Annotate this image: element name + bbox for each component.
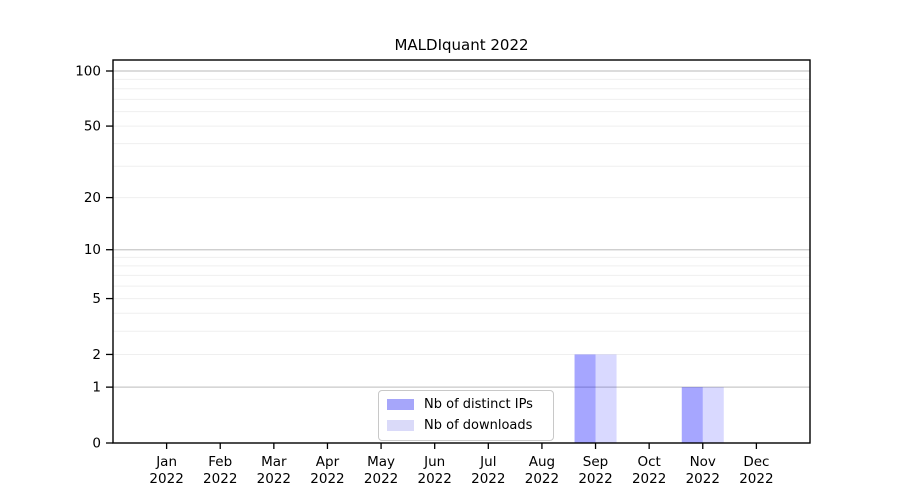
- chart-title: MALDIquant 2022: [394, 36, 529, 54]
- y-tick-label-1: 1: [92, 380, 101, 396]
- bar-nov-distinct-ips: [681, 387, 703, 443]
- legend: Nb of distinct IPs Nb of downloads: [378, 390, 554, 441]
- legend-swatch-downloads: [387, 420, 414, 431]
- x-tick-label-month-may: May: [367, 454, 395, 470]
- x-tick-label-month-jun: Jun: [423, 454, 445, 470]
- x-tick-label-year-dec: 2022: [739, 471, 773, 487]
- x-tick-label-month-dec: Dec: [743, 454, 769, 470]
- legend-item-distinct-ips: Nb of distinct IPs: [387, 397, 545, 412]
- y-tick-label-100: 100: [75, 64, 101, 80]
- x-tick-label-month-nov: Nov: [690, 454, 716, 470]
- x-tick-label-month-sep: Sep: [583, 454, 608, 470]
- x-tick-label-year-nov: 2022: [686, 471, 720, 487]
- x-tick-label-year-aug: 2022: [525, 471, 559, 487]
- y-tick-label-0: 0: [92, 436, 101, 452]
- y-tick-label-5: 5: [92, 291, 101, 307]
- bar-sep-distinct-ips: [574, 354, 596, 443]
- x-tick-label-month-mar: Mar: [261, 454, 287, 470]
- x-tick-label-year-jun: 2022: [418, 471, 452, 487]
- y-tick-label-50: 50: [84, 119, 101, 135]
- x-tick-label-year-jan: 2022: [149, 471, 183, 487]
- legend-label-distinct-ips: Nb of distinct IPs: [424, 397, 533, 412]
- y-tick-label-10: 10: [84, 242, 101, 258]
- x-tick-label-month-feb: Feb: [208, 454, 232, 470]
- y-tick-label-2: 2: [92, 347, 101, 363]
- legend-item-downloads: Nb of downloads: [387, 418, 545, 433]
- x-tick-label-year-jul: 2022: [471, 471, 505, 487]
- x-tick-label-month-jan: Jan: [155, 454, 177, 470]
- legend-label-downloads: Nb of downloads: [424, 418, 533, 433]
- bar-nov-downloads: [702, 387, 724, 443]
- x-tick-label-year-sep: 2022: [578, 471, 612, 487]
- bar-sep-downloads: [595, 354, 617, 443]
- x-tick-label-year-mar: 2022: [257, 471, 291, 487]
- x-tick-label-month-jul: Jul: [479, 454, 496, 470]
- x-tick-label-month-apr: Apr: [316, 454, 340, 470]
- legend-swatch-distinct-ips: [387, 399, 414, 410]
- x-tick-label-month-aug: Aug: [529, 454, 555, 470]
- x-tick-label-year-apr: 2022: [310, 471, 344, 487]
- y-tick-label-20: 20: [84, 190, 101, 206]
- x-tick-label-month-oct: Oct: [637, 454, 660, 470]
- x-tick-label-year-feb: 2022: [203, 471, 237, 487]
- x-tick-label-year-oct: 2022: [632, 471, 666, 487]
- plot-border: [112, 59, 811, 444]
- x-tick-label-year-may: 2022: [364, 471, 398, 487]
